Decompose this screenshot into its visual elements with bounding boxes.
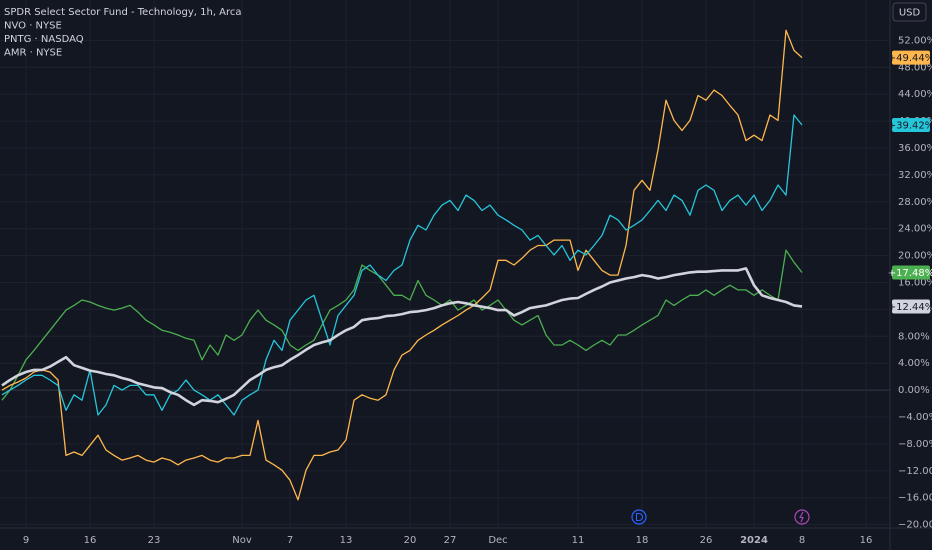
y-tick-label: 24.00% bbox=[898, 224, 932, 235]
x-tick-label: 16 bbox=[84, 535, 97, 546]
x-tick-label: 11 bbox=[572, 535, 585, 546]
x-tick-label: 8 bbox=[799, 535, 805, 546]
last-value-box bbox=[892, 117, 930, 132]
last-value-label: +12.44% bbox=[888, 302, 932, 313]
last-value-label: +49.44% bbox=[888, 53, 932, 64]
x-tick-label: 20 bbox=[404, 535, 417, 546]
legend-entry: AMR · NYSE bbox=[4, 48, 62, 59]
x-tick-label: 23 bbox=[148, 535, 161, 546]
x-tick-label: 7 bbox=[287, 535, 293, 546]
y-tick-label: 52.00% bbox=[898, 35, 932, 46]
y-tick-label: 48.00% bbox=[898, 62, 932, 73]
y-tick-label: 20.00% bbox=[898, 251, 932, 262]
y-axis: −20.00% −16.00% −12.00% −8.00% −4.00% 0.00% 4.… bbox=[23, 35, 932, 546]
series-line bbox=[1, 114, 803, 416]
last-value-label: +39.42% bbox=[888, 120, 932, 131]
event-icon[interactable] bbox=[794, 509, 810, 525]
series-line bbox=[1, 249, 803, 401]
y-tick-label: −12.00% bbox=[898, 466, 932, 477]
y-tick-label: −8.00% bbox=[898, 439, 932, 450]
y-tick-label: 44.00% bbox=[898, 89, 932, 100]
y-tick-label: 36.00% bbox=[898, 143, 932, 154]
last-value-box bbox=[892, 50, 930, 65]
x-tick-label: 18 bbox=[636, 535, 649, 546]
currency-label: USD bbox=[899, 8, 921, 19]
x-tick-label: 27 bbox=[444, 535, 457, 546]
x-tick-label: 26 bbox=[700, 535, 713, 546]
y-tick-label: 4.00% bbox=[898, 358, 930, 369]
legend: SPDR Select Sector Fund - Technology, 1h… bbox=[4, 7, 242, 59]
event-glyph bbox=[799, 511, 804, 523]
y-tick-label: 32.00% bbox=[898, 170, 932, 181]
x-tick-label: Dec bbox=[488, 535, 507, 546]
legend-entry: PNTG · NASDAQ bbox=[4, 34, 84, 45]
y-tick-label: −20.00% bbox=[898, 520, 932, 531]
x-tick-label: 13 bbox=[340, 535, 353, 546]
x-tick-label: Nov bbox=[232, 535, 252, 546]
y-tick-label: 28.00% bbox=[898, 197, 932, 208]
last-value-box bbox=[892, 265, 930, 280]
last-value-label: +17.48% bbox=[888, 268, 932, 279]
y-tick-label: 16.00% bbox=[898, 277, 932, 288]
series-line bbox=[1, 267, 803, 407]
plot bbox=[1, 29, 803, 501]
y-tick-label: 8.00% bbox=[898, 331, 930, 342]
dividend-icon[interactable] bbox=[631, 509, 647, 525]
x-tick-label: 2024 bbox=[740, 535, 768, 546]
legend-entry: SPDR Select Sector Fund - Technology, 1h… bbox=[4, 7, 242, 18]
legend-entry: NVO · NYSE bbox=[4, 21, 62, 32]
last-value-box bbox=[892, 299, 930, 314]
dividend-glyph bbox=[635, 512, 644, 522]
currency-button[interactable] bbox=[892, 2, 927, 22]
y-tick-label: −16.00% bbox=[898, 493, 932, 504]
grid bbox=[0, 0, 890, 528]
x-tick-label: 16 bbox=[860, 535, 873, 546]
series-line bbox=[1, 29, 803, 501]
y-tick-label: 0.00% bbox=[898, 385, 930, 396]
y-tick-label: −4.00% bbox=[898, 412, 932, 423]
x-tick-label: 9 bbox=[23, 535, 29, 546]
